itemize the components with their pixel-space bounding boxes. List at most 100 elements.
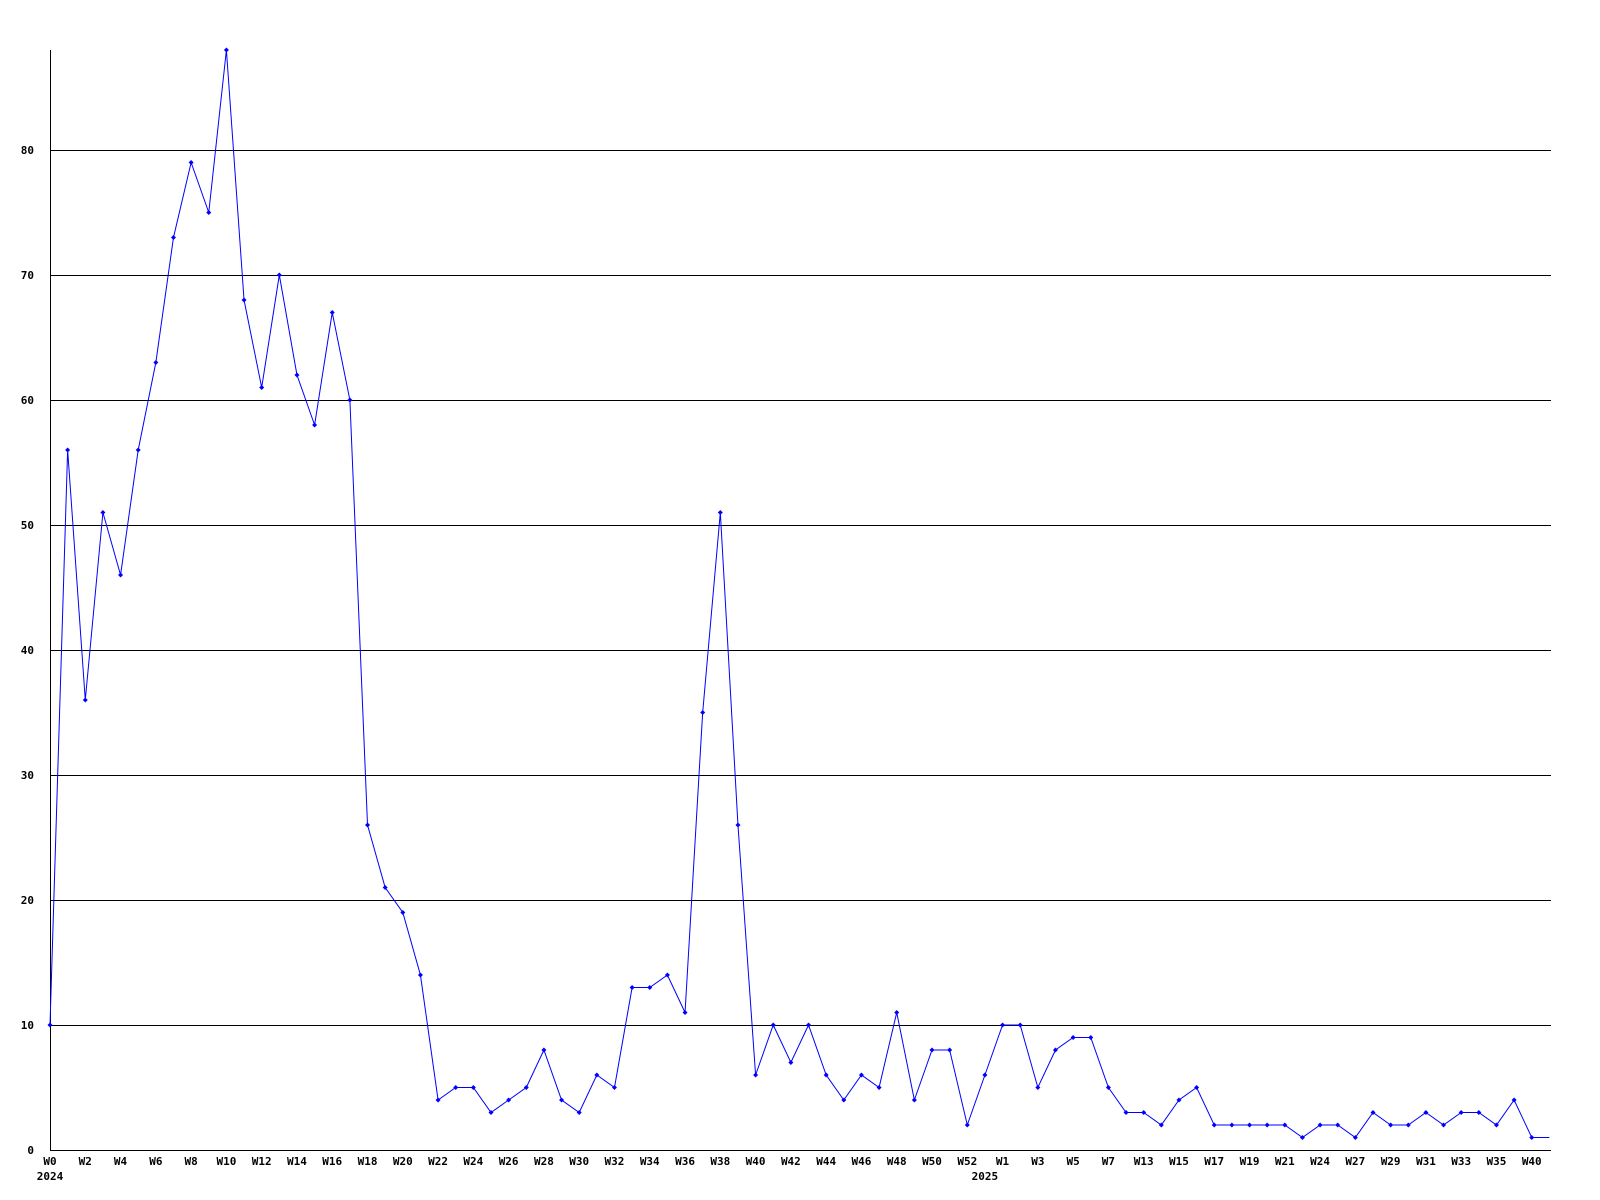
data-point <box>470 1085 476 1090</box>
series <box>47 47 1550 1140</box>
data-point <box>1229 1122 1235 1128</box>
data-point <box>717 510 723 515</box>
data-point <box>1141 1110 1147 1115</box>
x-tick-label: W26 <box>499 1155 519 1168</box>
y-tick-label: 30 <box>21 769 34 782</box>
data-point <box>153 360 159 365</box>
data-point <box>206 210 212 215</box>
data-point <box>964 1122 970 1128</box>
x-tick-label: W38 <box>710 1155 730 1168</box>
data-point <box>365 822 371 828</box>
y-tick-label: 80 <box>21 144 34 157</box>
series-line <box>49 49 1550 1139</box>
data-point <box>700 710 706 715</box>
data-point <box>1158 1122 1164 1128</box>
x-tick-label: W31 <box>1416 1155 1436 1168</box>
data-point <box>541 1047 547 1053</box>
data-point <box>1476 1110 1482 1115</box>
year-label: 2024 <box>37 1170 64 1183</box>
data-point <box>118 572 124 578</box>
x-tick-label: W4 <box>114 1155 128 1168</box>
data-point <box>1370 1110 1376 1115</box>
data-point <box>876 1085 882 1090</box>
x-tick-label: W33 <box>1451 1155 1471 1168</box>
data-point <box>929 1047 935 1053</box>
x-tick-label: W46 <box>852 1155 872 1168</box>
data-point <box>1282 1122 1288 1128</box>
data-point <box>259 385 265 390</box>
x-tick-label: W40 <box>1522 1155 1542 1168</box>
data-point <box>1493 1122 1499 1128</box>
data-point <box>1388 1122 1394 1128</box>
x-tick-label: W40 <box>746 1155 766 1168</box>
x-tick-label: W2 <box>79 1155 92 1168</box>
data-point <box>82 697 88 703</box>
x-tick-label: W44 <box>816 1155 836 1168</box>
x-tick-label: W34 <box>640 1155 660 1168</box>
data-point <box>664 972 670 978</box>
y-tick-label: 10 <box>21 1019 34 1032</box>
data-point <box>347 397 353 403</box>
x-tick-label: W24 <box>1310 1155 1330 1168</box>
x-tick-label: W8 <box>184 1155 197 1168</box>
data-point <box>823 1072 829 1078</box>
data-point <box>894 1010 900 1015</box>
data-point <box>1035 1085 1041 1090</box>
data-point <box>858 1072 864 1078</box>
data-point <box>682 1010 688 1015</box>
x-tick-label: W36 <box>675 1155 695 1168</box>
y-axis-ticks: 0 10 20 30 40 50 60 70 80 <box>21 144 34 1157</box>
data-point <box>523 1085 529 1090</box>
data-point <box>1529 1135 1535 1140</box>
data-point <box>417 972 423 978</box>
year-label: 2025 <box>972 1170 999 1183</box>
x-tick-label: W19 <box>1240 1155 1260 1168</box>
y-tick-label: 50 <box>21 519 34 532</box>
x-tick-label: W30 <box>569 1155 589 1168</box>
x-tick-label: W42 <box>781 1155 801 1168</box>
data-point <box>1441 1122 1447 1128</box>
x-tick-label: W15 <box>1169 1155 1189 1168</box>
data-point <box>1088 1035 1094 1040</box>
data-point <box>841 1097 847 1103</box>
x-tick-label: W3 <box>1031 1155 1044 1168</box>
y-tick-label: 60 <box>21 394 34 407</box>
data-point <box>188 160 194 165</box>
data-point <box>294 372 300 378</box>
data-point <box>735 822 741 828</box>
x-axis-ticks: W0 W2 W4 W6 W8 W10 W12 W14 W16 W18 W20 W22 W24 W26 W28… <box>37 1155 1542 1183</box>
axes <box>50 50 1551 1151</box>
x-tick-label: W28 <box>534 1155 554 1168</box>
data-point <box>629 985 635 990</box>
gridlines <box>50 150 1551 1026</box>
x-tick-label: W21 <box>1275 1155 1295 1168</box>
data-point <box>911 1097 917 1103</box>
x-tick-label: W14 <box>287 1155 307 1168</box>
data-point <box>770 1022 776 1028</box>
data-point <box>453 1085 459 1090</box>
x-tick-label: W24 <box>463 1155 483 1168</box>
data-point <box>1317 1122 1323 1128</box>
data-point <box>100 510 106 515</box>
data-point <box>506 1097 512 1103</box>
data-point <box>276 272 282 278</box>
data-point <box>170 235 176 240</box>
data-point <box>1264 1122 1270 1128</box>
data-point <box>1176 1097 1182 1103</box>
data-point <box>806 1022 812 1028</box>
data-point <box>1211 1122 1217 1128</box>
data-point <box>312 422 318 428</box>
data-point <box>241 297 247 303</box>
data-point <box>223 47 229 53</box>
x-tick-label: W16 <box>322 1155 342 1168</box>
data-point <box>65 447 71 453</box>
x-tick-label: W7 <box>1102 1155 1115 1168</box>
data-point <box>1335 1122 1341 1128</box>
data-point <box>382 885 388 890</box>
x-tick-label: W20 <box>393 1155 413 1168</box>
data-point <box>135 447 141 453</box>
y-tick-label: 20 <box>21 894 34 907</box>
data-point <box>400 910 406 915</box>
data-point <box>788 1060 794 1065</box>
y-tick-label: 40 <box>21 644 34 657</box>
